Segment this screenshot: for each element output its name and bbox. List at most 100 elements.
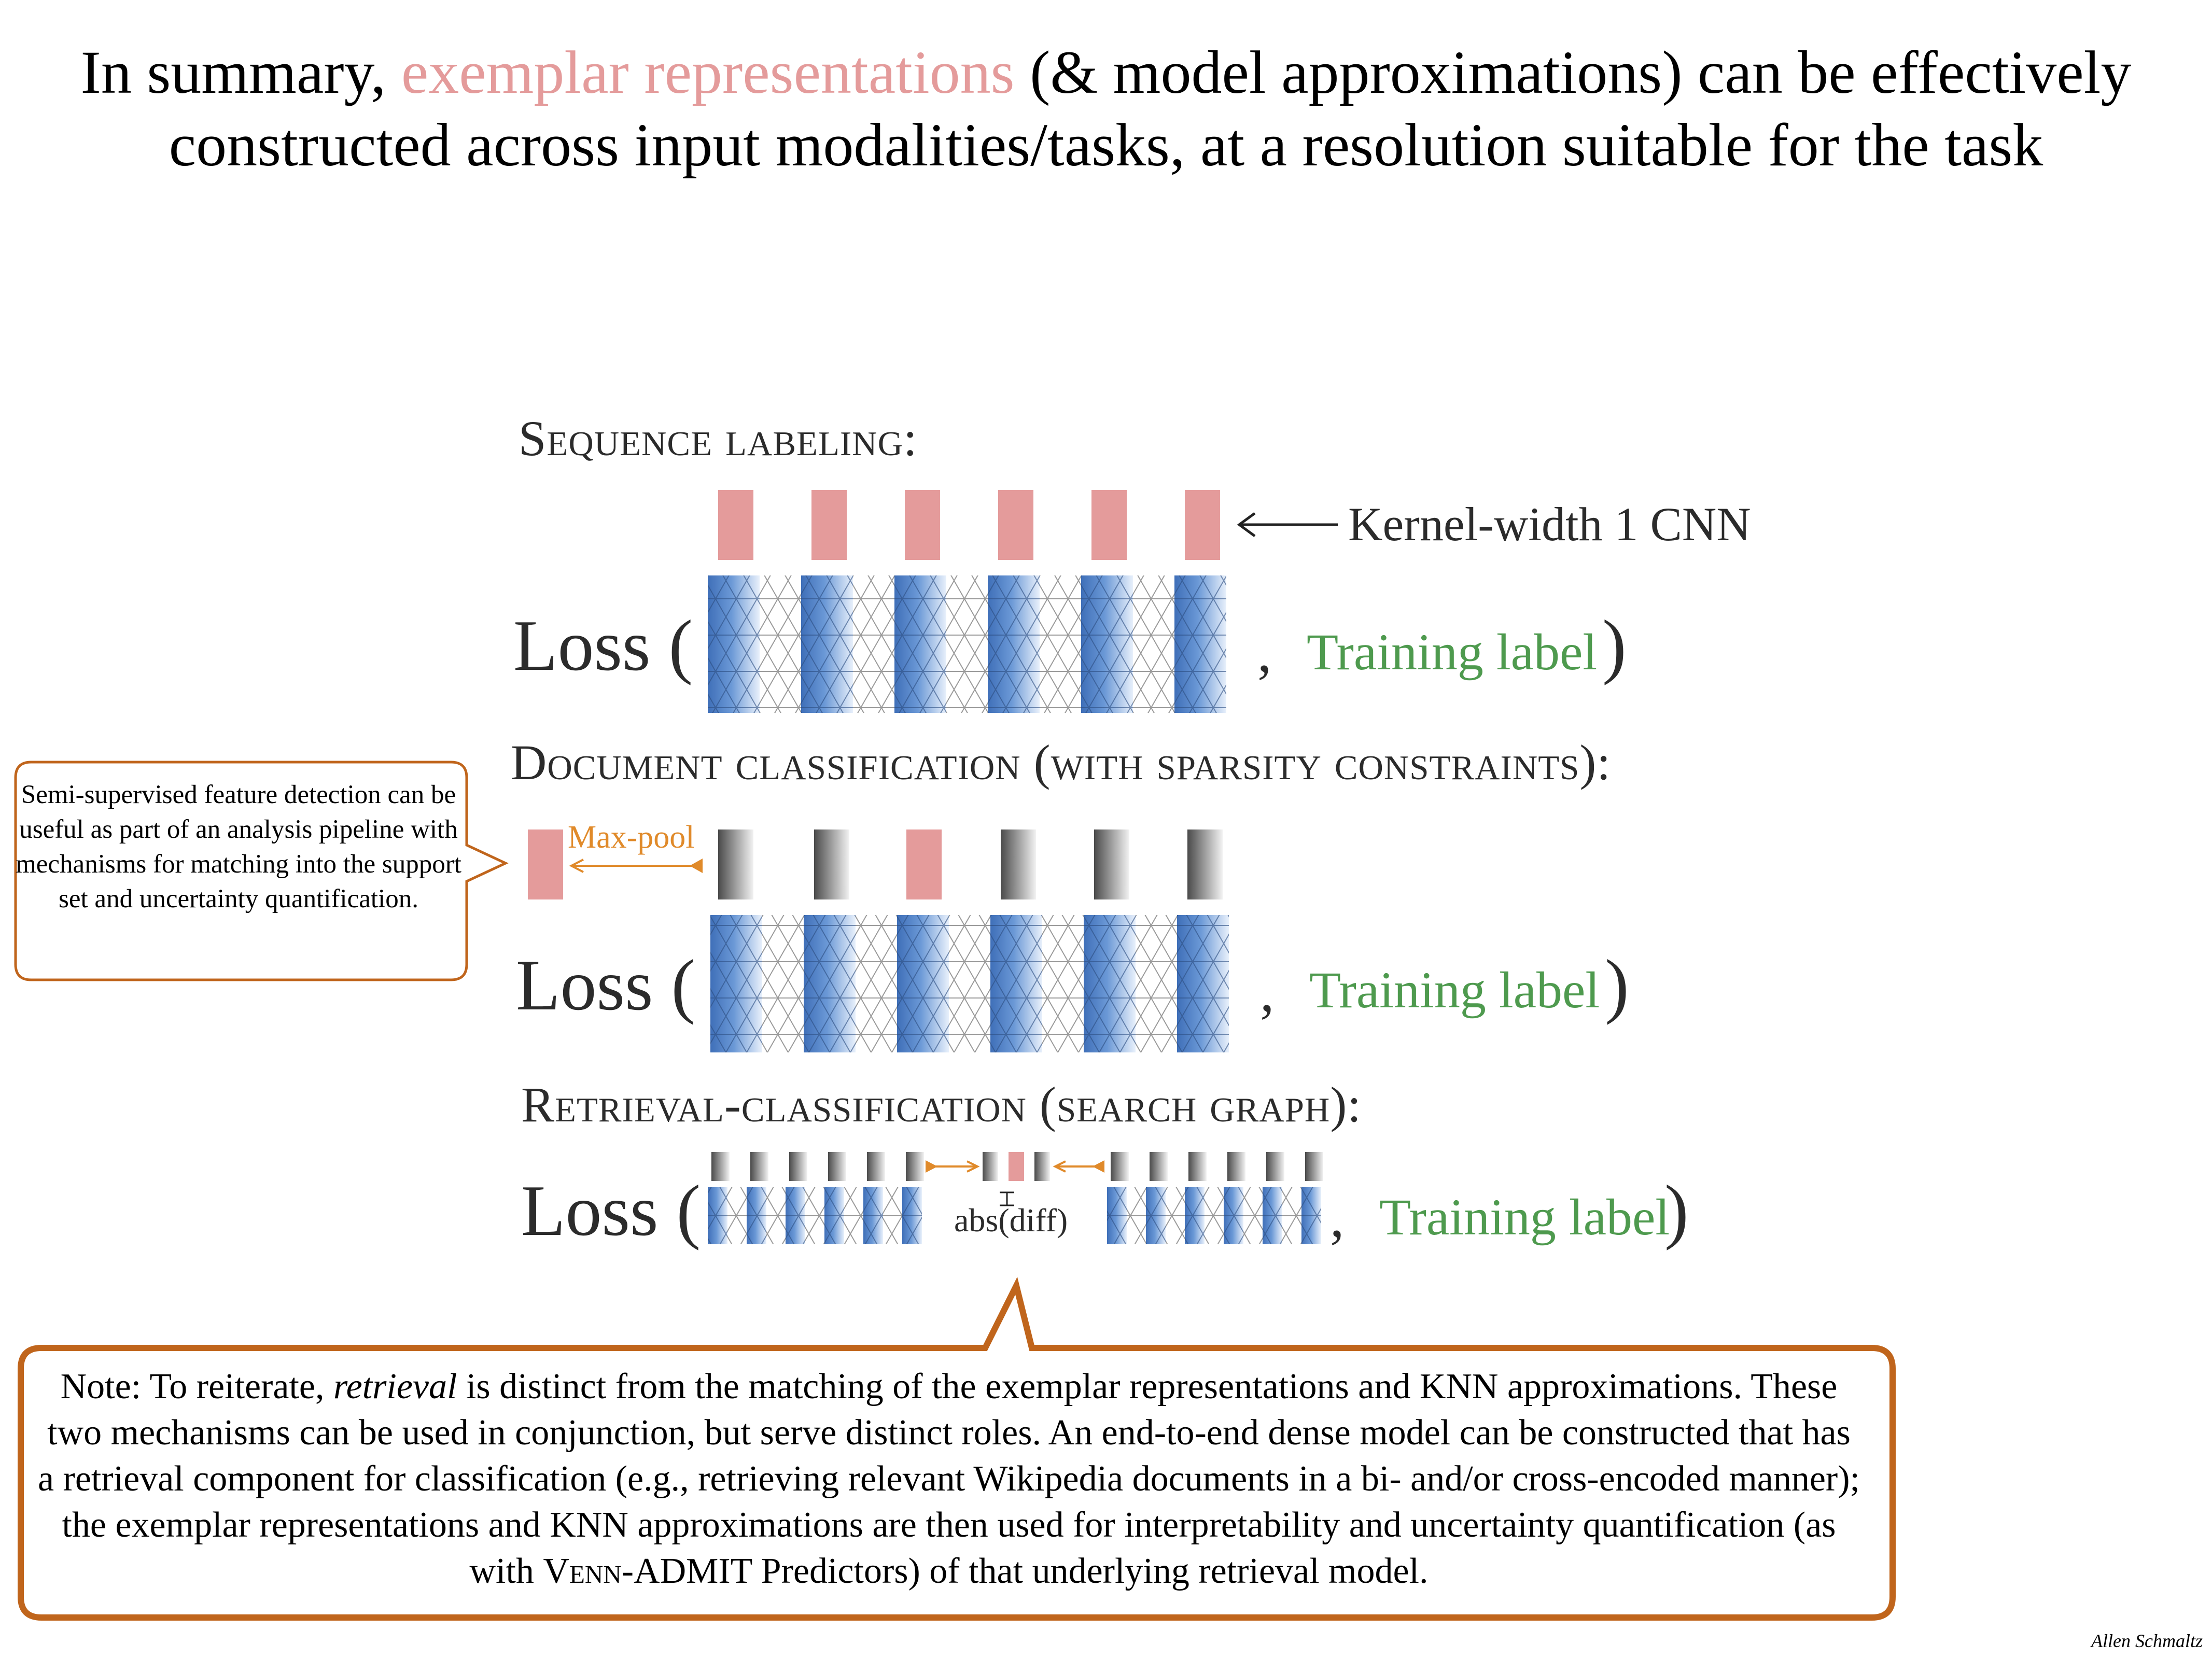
seq-token-mesh-6 bbox=[1174, 575, 1226, 713]
ret-mid-right bbox=[1034, 1152, 1050, 1181]
doc-feature-2 bbox=[814, 830, 849, 899]
seq-gap-5 bbox=[1133, 575, 1174, 713]
ret-left-token-mesh-6 bbox=[902, 1187, 922, 1244]
retrieval-classification-heading: Retrieval-classification (search graph): bbox=[521, 1077, 1362, 1132]
note-text: Note: To reiterate, retrieval is distinc… bbox=[36, 1363, 1861, 1594]
ret-left-token-mesh-3 bbox=[786, 1187, 805, 1244]
ret-right-feature-4 bbox=[1227, 1152, 1245, 1181]
seq-output-4 bbox=[998, 490, 1033, 560]
ret-right-token-mesh-1 bbox=[1107, 1187, 1127, 1244]
seq-gap-1 bbox=[760, 575, 801, 713]
doc-token-mesh-3 bbox=[897, 915, 949, 1052]
ret-arrow-right-tail bbox=[1093, 1160, 1104, 1173]
title-line-1: In summary, exemplar representations (& … bbox=[0, 36, 2212, 109]
doc-feature-5 bbox=[1094, 830, 1129, 899]
seq-output-3 bbox=[905, 490, 940, 560]
doc-token-mesh-5 bbox=[1084, 915, 1136, 1052]
note-callout-bubble bbox=[18, 1276, 1896, 1621]
sequence-loss-label: Loss ( bbox=[513, 606, 693, 686]
doc-feature-3 bbox=[906, 830, 942, 899]
retrieval-training-label: Training label bbox=[1379, 1188, 1670, 1246]
retrieval-classification-graphic bbox=[708, 1152, 1323, 1244]
seq-token-mesh-2 bbox=[801, 575, 853, 713]
ret-left-feature-2 bbox=[750, 1152, 768, 1181]
ret-left-feature-1 bbox=[711, 1152, 730, 1181]
ret-right-feature-6 bbox=[1305, 1152, 1323, 1181]
ret-arrow-left-head bbox=[967, 1160, 980, 1173]
note-part-2: is distinct from the matching of the exe… bbox=[37, 1367, 1860, 1591]
ret-left-feature-6 bbox=[906, 1152, 924, 1181]
ret-right-gap-1 bbox=[1127, 1187, 1146, 1244]
sequence-labeling-graphic bbox=[708, 490, 1338, 713]
doc-token-mesh-1 bbox=[710, 915, 762, 1052]
ret-right-token-mesh-5 bbox=[1263, 1187, 1282, 1244]
seq-token-mesh-4 bbox=[988, 575, 1040, 713]
doc-feature-4 bbox=[1001, 830, 1036, 899]
ret-left-token-mesh-2 bbox=[747, 1187, 766, 1244]
title-line-2: constructed across input modalities/task… bbox=[169, 111, 2043, 179]
seq-output-2 bbox=[811, 490, 847, 560]
absdiff-bracket bbox=[1000, 1191, 1014, 1206]
seq-token-mesh-5 bbox=[1081, 575, 1133, 713]
document-classification-heading: Document classification (with sparsity c… bbox=[511, 735, 1612, 790]
doc-gap-3 bbox=[949, 915, 990, 1052]
sequence-close-paren: ) bbox=[1602, 606, 1627, 686]
document-loss-label: Loss ( bbox=[516, 945, 696, 1025]
ret-right-gap-3 bbox=[1205, 1187, 1224, 1244]
ret-right-token-mesh-6 bbox=[1301, 1187, 1321, 1244]
slide-title: In summary, exemplar representations (& … bbox=[0, 36, 2212, 181]
ret-left-gap-3 bbox=[805, 1187, 824, 1244]
ret-arrow-left-tail bbox=[926, 1160, 937, 1173]
ret-right-gap-4 bbox=[1243, 1187, 1263, 1244]
ret-left-feature-5 bbox=[867, 1152, 885, 1181]
seq-gap-3 bbox=[946, 575, 988, 713]
doc-gap-4 bbox=[1042, 915, 1084, 1052]
note-part-3: -ADMIT Predictors) of that underlying re… bbox=[621, 1551, 1429, 1591]
ret-mid-left bbox=[983, 1152, 998, 1181]
note-italic-retrieval: retrieval bbox=[333, 1367, 457, 1407]
ret-left-feature-3 bbox=[789, 1152, 807, 1181]
retrieval-comma: , bbox=[1330, 1186, 1345, 1249]
ret-right-feature-3 bbox=[1188, 1152, 1207, 1181]
ret-left-gap-5 bbox=[883, 1187, 902, 1244]
ret-left-gap-1 bbox=[727, 1187, 747, 1244]
author-credit: Allen Schmaltz bbox=[2091, 1630, 2203, 1651]
seq-token-mesh-3 bbox=[894, 575, 946, 713]
kernel-arrow-head bbox=[1237, 512, 1256, 538]
seq-gap-2 bbox=[853, 575, 894, 713]
left-callout-bubble bbox=[14, 761, 509, 981]
doc-gap-1 bbox=[762, 915, 804, 1052]
ret-absdiff-output bbox=[1009, 1152, 1024, 1181]
ret-right-token-mesh-4 bbox=[1224, 1187, 1243, 1244]
doc-feature-6 bbox=[1187, 830, 1223, 899]
callout-shapes bbox=[14, 761, 1896, 1621]
note-part-1: Note: To reiterate, bbox=[60, 1367, 333, 1407]
ret-left-token-mesh-4 bbox=[824, 1187, 844, 1244]
doc-gap-2 bbox=[856, 915, 897, 1052]
ret-left-gap-2 bbox=[766, 1187, 786, 1244]
ret-right-feature-2 bbox=[1150, 1152, 1168, 1181]
ret-right-gap-2 bbox=[1166, 1187, 1185, 1244]
maxpool-arrow-right-head bbox=[690, 859, 703, 873]
ret-right-gap-5 bbox=[1282, 1187, 1301, 1244]
doc-token-mesh-2 bbox=[804, 915, 856, 1052]
retrieval-loss-label: Loss ( bbox=[521, 1171, 701, 1251]
ret-right-token-mesh-2 bbox=[1146, 1187, 1166, 1244]
ret-right-feature-1 bbox=[1111, 1152, 1129, 1181]
doc-token-mesh-4 bbox=[990, 915, 1042, 1052]
kernel-width-label: Kernel-width 1 CNN bbox=[1348, 498, 1751, 551]
retrieval-close-paren: ) bbox=[1664, 1171, 1689, 1251]
ret-right-token-mesh-3 bbox=[1185, 1187, 1205, 1244]
ret-arrow-right-head bbox=[1053, 1160, 1066, 1173]
title-accent: exemplar representations bbox=[401, 38, 1015, 106]
sequence-comma: , bbox=[1257, 621, 1272, 684]
seq-output-5 bbox=[1091, 490, 1127, 560]
doc-feature-1 bbox=[718, 830, 753, 899]
ret-left-gap-4 bbox=[844, 1187, 863, 1244]
maxpool-label: Max-pool bbox=[568, 820, 695, 855]
maxpool-arrow-left-head bbox=[569, 859, 584, 873]
ret-left-token-mesh-1 bbox=[708, 1187, 727, 1244]
title-suffix: (& model approximations) can be effectiv… bbox=[1030, 38, 2132, 106]
document-classification-graphic bbox=[528, 830, 1229, 1052]
